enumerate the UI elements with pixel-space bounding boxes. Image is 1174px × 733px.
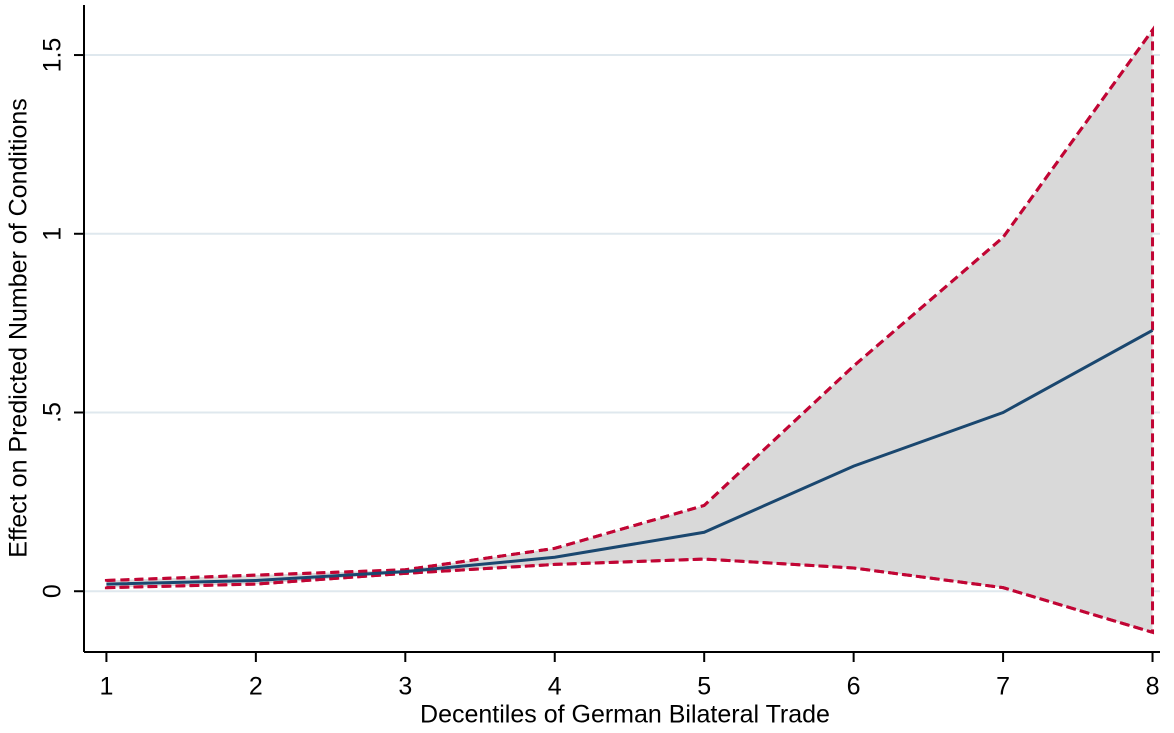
y-tick-label: 1.5 bbox=[39, 38, 67, 73]
x-axis-title: Decentiles of German Bilateral Trade bbox=[420, 701, 830, 729]
y-tick-label: 1 bbox=[39, 227, 67, 241]
y-axis-title: Effect on Predicted Number of Conditions bbox=[5, 98, 33, 558]
x-tick-label: 7 bbox=[996, 673, 1010, 701]
x-tick-label: 1 bbox=[99, 673, 113, 701]
confidence-band bbox=[104, 25, 1155, 635]
y-tick-label: .5 bbox=[39, 402, 67, 423]
estimate-line bbox=[106, 328, 1154, 586]
y-tick-label: 0 bbox=[39, 584, 67, 598]
x-tick-label: 5 bbox=[697, 673, 711, 701]
x-tick-label: 3 bbox=[398, 673, 412, 701]
x-tick-label: 8 bbox=[1146, 673, 1160, 701]
x-tick-label: 4 bbox=[548, 673, 562, 701]
x-tick-label: 2 bbox=[249, 673, 263, 701]
bound-line bbox=[106, 29, 1154, 583]
x-tick-label: 6 bbox=[847, 673, 861, 701]
bound-line bbox=[106, 557, 1153, 634]
